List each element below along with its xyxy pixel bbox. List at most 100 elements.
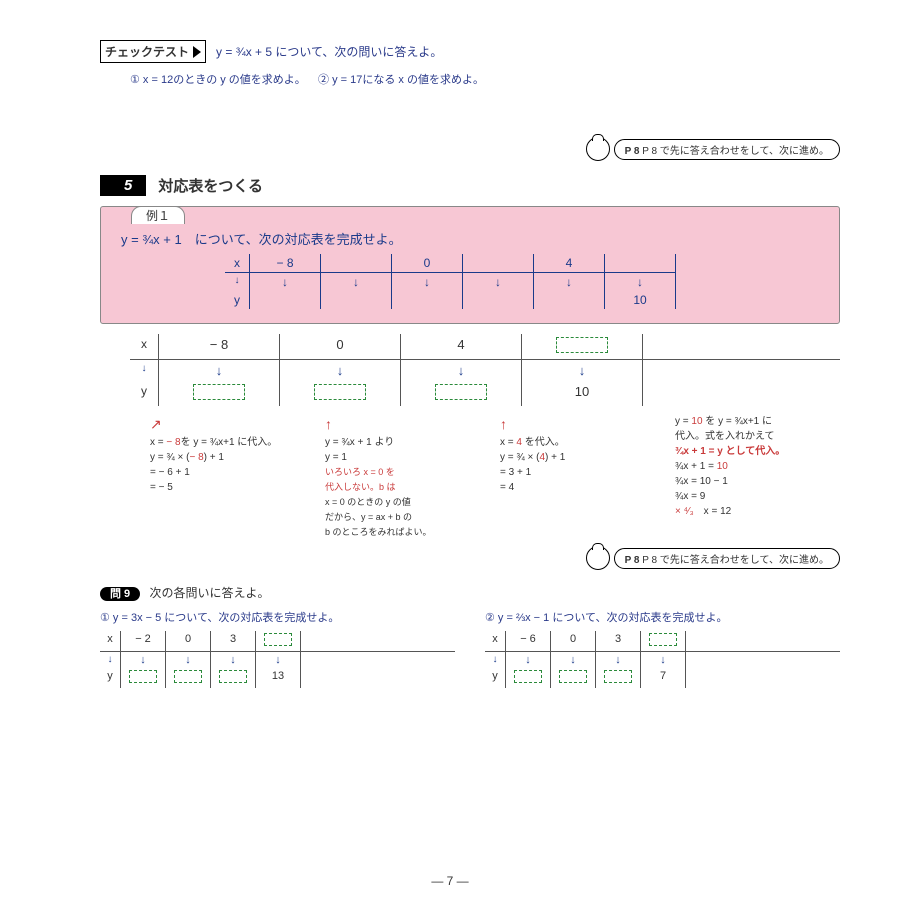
w2l1: y = ¾x + 1 より — [325, 437, 394, 448]
x-val: 0 — [280, 334, 401, 359]
arrow-down-icon: ↓ — [121, 652, 166, 668]
question-9: 問 9 次の各問いに答えよ。 ① y = 3x − 5 について、次の対応表を完… — [100, 584, 840, 688]
w3l4: = 4 — [500, 482, 514, 493]
arrow-down-icon: ↓ — [130, 360, 159, 381]
x-val: 3 — [211, 631, 256, 651]
callout-text-1: P 8 で先に答え合わせをして、次に進め。 — [642, 146, 829, 157]
arrow-down-icon: ↓ — [596, 652, 641, 668]
w4l2: 代入。式を入れかえて — [675, 431, 775, 442]
q9-row: ① y = 3x − 5 について、次の対応表を完成せよ。 x − 2 0 3 … — [100, 609, 840, 688]
y-val — [321, 291, 392, 309]
q9-right-text: ② y = ⅔x − 1 について、次の対応表を完成せよ。 — [485, 612, 727, 624]
x-val — [605, 254, 676, 272]
page-number: — 7 — — [0, 874, 900, 888]
arrow-down-icon: ↓ — [250, 273, 321, 291]
arrow-down-icon: ↓ — [485, 652, 506, 668]
arrow-down-icon: ↓ — [522, 360, 643, 381]
check-test-row: チェックテスト y = ¾x + 5 について、次の問いに答えよ。 — [100, 40, 840, 63]
callout-bubble-1: P 8 P 8 で先に答え合わせをして、次に進め。 — [614, 139, 840, 160]
work-columns: ↗ x = − 8を y = ¾x+1 に代入。 y = ¾ × (− 8) +… — [150, 414, 840, 540]
work-col-2: ↑ y = ¾x + 1 より y = 1 いろいろ x = 0 を 代入しない… — [325, 414, 490, 540]
w2n5: b のところをみればよい。 — [325, 527, 432, 537]
w3l2c: ) + 1 — [545, 452, 565, 463]
example-box: 例１ y = ¾x + 1 について、次の対応表を完成せよ。 x − 8 0 4… — [100, 206, 840, 324]
w1l4: = − 5 — [150, 482, 173, 493]
section-title: 対応表をつくる — [158, 175, 263, 196]
y-label: y — [130, 381, 159, 406]
arrow-down-icon: ↓ — [321, 273, 392, 291]
y-val: 10 — [605, 291, 676, 309]
arrow-down-icon: ↓ — [225, 273, 250, 291]
w2n4: だから、y = ax + b の — [325, 512, 412, 522]
callout-1: P 8 P 8 で先に答え合わせをして、次に進め。 — [100, 137, 840, 161]
w4l1a: y = — [675, 416, 691, 427]
blank-box — [121, 668, 166, 688]
y-label: y — [100, 668, 121, 688]
callout-text-2: P 8 で先に答え合わせをして、次に進め。 — [642, 555, 829, 566]
w3l2a: y = ¾ × ( — [500, 452, 539, 463]
blank-box — [166, 668, 211, 688]
q9-left: ① y = 3x − 5 について、次の対応表を完成せよ。 x − 2 0 3 … — [100, 609, 455, 688]
arrow-down-icon: ↓ — [159, 360, 280, 381]
x-val: 4 — [401, 334, 522, 359]
w4l7b: x = 12 — [704, 506, 732, 517]
arrow-down-icon: ↓ — [280, 360, 401, 381]
y-val — [463, 291, 534, 309]
check-q2: ② y = 17になる x の値を求めよ。 — [318, 74, 484, 86]
w1l2b: − 8 — [189, 452, 203, 463]
example-table: x − 8 0 4 ↓ ↓ ↓ ↓ ↓ ↓ ↓ y — [225, 254, 676, 309]
example-tab: 例１ — [131, 206, 185, 224]
y-val — [250, 291, 321, 309]
example-equation: y = ¾x + 1 について、次の対応表を完成せよ。 — [121, 229, 825, 248]
x-val: 0 — [392, 254, 463, 272]
w2n1: いろいろ x = 0 を — [325, 467, 395, 477]
face-icon — [586, 137, 610, 161]
arrow-down-icon: ↓ — [256, 652, 301, 668]
blank-box — [280, 381, 401, 406]
check-q1: ① x = 12のときの y の値を求めよ。 — [130, 74, 306, 86]
w3l3: = 3 + 1 — [500, 467, 531, 478]
x-label: x — [100, 631, 121, 651]
y-val — [392, 291, 463, 309]
w1l1a: x = — [150, 437, 166, 448]
w2l2: y = 1 — [325, 452, 347, 463]
w3l1a: x = — [500, 437, 516, 448]
blank-box — [522, 334, 643, 359]
x-val: 4 — [534, 254, 605, 272]
y-known: 7 — [641, 668, 686, 688]
callout-2: P 8 P 8 で先に答え合わせをして、次に進め。 — [100, 546, 840, 570]
section-header: 5 対応表をつくる — [100, 175, 840, 196]
w1l2a: y = ¾ × ( — [150, 452, 189, 463]
q9-left-table: x − 2 0 3 ↓ ↓ ↓ ↓ ↓ y — [100, 631, 455, 688]
arrow-down-icon: ↓ — [506, 652, 551, 668]
q9-right-table: x − 6 0 3 ↓ ↓ ↓ ↓ ↓ y — [485, 631, 840, 688]
q9-right: ② y = ⅔x − 1 について、次の対応表を完成せよ。 x − 6 0 3 … — [485, 609, 840, 688]
arrow-down-icon: ↓ — [463, 273, 534, 291]
x-val: − 8 — [159, 334, 280, 359]
x-label: x — [130, 334, 159, 359]
w4l1c: を y = ¾x+1 に — [703, 416, 772, 427]
w1l2c: ) + 1 — [204, 452, 224, 463]
w3l1c: を代入。 — [522, 437, 565, 448]
x-val: − 2 — [121, 631, 166, 651]
page: チェックテスト y = ¾x + 5 について、次の問いに答えよ。 ① x = … — [0, 0, 900, 900]
y-known: 13 — [256, 668, 301, 688]
w4l6: ¾x = 9 — [675, 491, 705, 502]
w1l3: = − 6 + 1 — [150, 467, 190, 478]
arrow-down-icon: ↓ — [392, 273, 463, 291]
red-arrow-icon: ↗ — [150, 416, 162, 432]
work-col-4: y = 10 を y = ¾x+1 に 代入。式を入れかえて ¾x + 1 = … — [675, 414, 840, 540]
w4l7a: × ⁴⁄₃ — [675, 506, 704, 517]
w4l1b: 10 — [691, 416, 702, 427]
arrow-down-icon: ↓ — [534, 273, 605, 291]
blank-box — [551, 668, 596, 688]
blank-box — [256, 631, 301, 651]
check-badge: チェックテスト — [100, 40, 206, 63]
w4l3: ¾x + 1 = y として代入。 — [675, 446, 785, 457]
w4l4: ¾x + 1 = 10 — [675, 461, 728, 472]
x-val: − 8 — [250, 254, 321, 272]
callout-bubble-2: P 8 P 8 で先に答え合わせをして、次に進め。 — [614, 548, 840, 569]
y-label: y — [225, 291, 250, 309]
work-col-3: ↑ x = 4 を代入。 y = ¾ × (4) + 1 = 3 + 1 = 4 — [500, 414, 665, 540]
arrow-down-icon: ↓ — [641, 652, 686, 668]
